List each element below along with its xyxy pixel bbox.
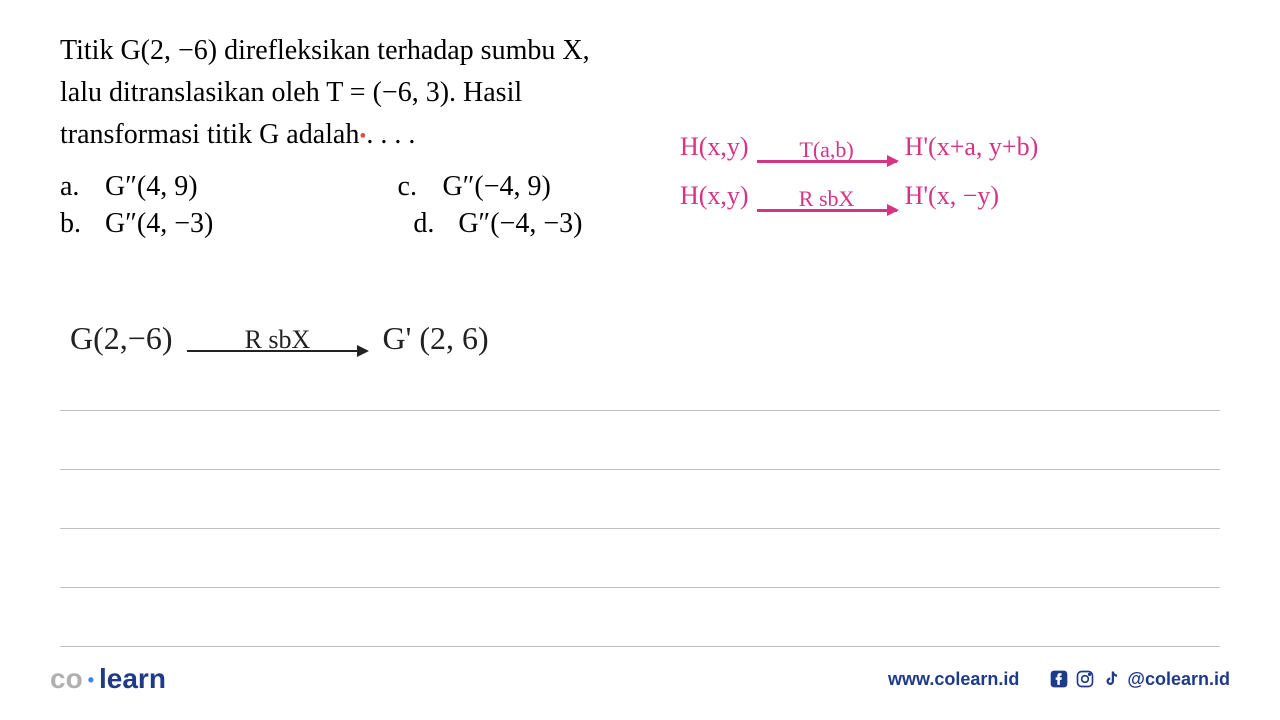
social-block: @colearn.id — [1049, 669, 1230, 690]
ruled-line — [60, 410, 1220, 411]
footer-right: www.colearn.id @colearn.id — [888, 669, 1230, 690]
instagram-icon[interactable] — [1075, 669, 1095, 689]
annotation-reflection-from: H(x,y) — [680, 174, 749, 218]
question-line-2: lalu ditranslasikan oleh T = (−6, 3). Ha… — [60, 77, 522, 108]
logo: co • learn — [50, 663, 166, 695]
question-line-3: transformasi titik G adalah — [60, 119, 359, 150]
question-line-1: Titik G(2, −6) direfleksikan terhadap su… — [60, 35, 590, 66]
choice-b-text: G″(4, −3) — [105, 208, 213, 240]
website-link[interactable]: www.colearn.id — [888, 669, 1019, 690]
annotation-translation-from: H(x,y) — [680, 125, 749, 169]
footer: co • learn www.colearn.id @colearn.id — [0, 663, 1280, 695]
choice-a-letter: a. — [60, 171, 85, 203]
choice-c-letter: c. — [398, 171, 423, 203]
logo-learn: learn — [99, 663, 166, 694]
logo-dot-icon: • — [83, 670, 99, 690]
choices-row-1: a. G″(4, 9) c. G″(−4, 9) — [60, 171, 1220, 203]
annotation-translation: H(x,y) T(a,b) H'(x+a, y+b) — [680, 125, 1038, 169]
choice-c-text: G″(−4, 9) — [443, 171, 551, 203]
ruled-line — [60, 587, 1220, 588]
tiktok-icon[interactable] — [1101, 669, 1121, 689]
arrow-line-icon — [757, 160, 897, 163]
choice-a: a. G″(4, 9) — [60, 171, 198, 203]
question-ellipsis: . . . . — [366, 119, 415, 150]
choice-c: c. G″(−4, 9) — [398, 171, 551, 203]
facebook-icon[interactable] — [1049, 669, 1069, 689]
ruled-line — [60, 646, 1220, 647]
choice-b: b. G″(4, −3) — [60, 208, 213, 240]
choices-row-2: b. G″(4, −3) d. G″(−4, −3) — [60, 208, 1220, 240]
annotation-reflection-to: H'(x, −y) — [905, 174, 999, 218]
annotation-arrow: T(a,b) — [757, 131, 897, 163]
choice-b-letter: b. — [60, 208, 85, 240]
choice-d: d. G″(−4, −3) — [413, 208, 582, 240]
annotation-arrow: R sbX — [757, 180, 897, 212]
arrow-line-icon — [187, 350, 367, 352]
annotation-reflection: H(x,y) R sbX H'(x, −y) — [680, 174, 1038, 218]
annotation-block: H(x,y) T(a,b) H'(x+a, y+b) H(x,y) R sbX … — [680, 125, 1038, 223]
working-to: G' (2, 6) — [382, 320, 488, 357]
question-text: Titik G(2, −6) direfleksikan terhadap su… — [60, 30, 1220, 156]
working-from: G(2,−6) — [70, 320, 172, 357]
annotation-translation-to: H'(x+a, y+b) — [905, 125, 1039, 169]
arrow-line-icon — [757, 209, 897, 212]
working-step: G(2,−6) R sbX G' (2, 6) — [70, 320, 489, 357]
ruled-line — [60, 528, 1220, 529]
choice-a-text: G″(4, 9) — [105, 171, 198, 203]
choice-d-text: G″(−4, −3) — [458, 208, 582, 240]
working-arrow: R sbX — [187, 325, 367, 352]
logo-co: co — [50, 663, 83, 694]
social-handle: @colearn.id — [1127, 669, 1230, 690]
ruled-line — [60, 469, 1220, 470]
choice-d-letter: d. — [413, 208, 438, 240]
ruled-lines — [60, 410, 1220, 705]
